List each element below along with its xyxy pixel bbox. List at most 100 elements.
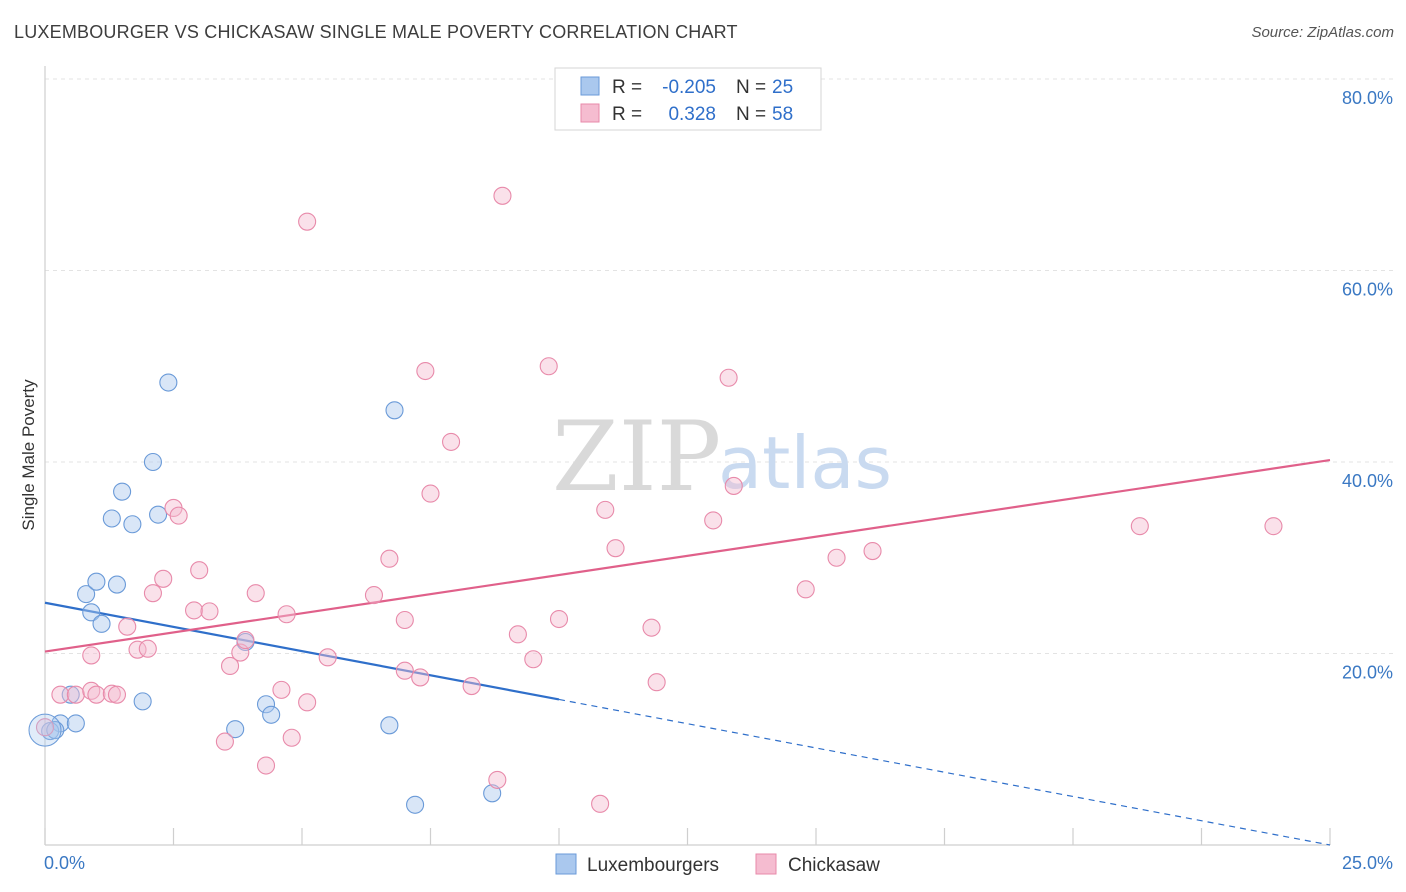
series-legend: Luxembourgers Chickasaw	[555, 853, 880, 876]
stats-n-value-luxembourgers: 25	[772, 77, 793, 98]
stats-r-value-chickasaw: 0.328	[668, 104, 716, 125]
legend-swatch-chickasaw	[755, 853, 777, 875]
point-luxembourgers	[123, 515, 142, 534]
point-luxembourgers	[149, 505, 168, 524]
stats-r-label-chickasaw: R =	[612, 104, 642, 125]
y-tick-label: 80.0%	[1342, 88, 1393, 108]
point-chickasaw	[524, 650, 543, 669]
point-chickasaw	[220, 656, 240, 675]
point-chickasaw	[138, 639, 157, 658]
point-luxembourgers	[143, 452, 162, 472]
point-chickasaw	[606, 539, 625, 558]
watermark-zip: ZIP	[552, 401, 721, 513]
point-chickasaw	[704, 511, 723, 530]
point-luxembourgers	[226, 720, 245, 739]
watermark: ZIP atlas	[552, 401, 892, 513]
source-credit: Source: ZipAtlas.com	[1251, 24, 1394, 41]
point-chickasaw	[724, 476, 743, 495]
point-luxembourgers	[102, 509, 121, 528]
trendline-luxembourgers-extension	[558, 698, 1331, 846]
point-chickasaw	[298, 212, 317, 231]
stats-n-label-luxembourgers: N =	[736, 77, 766, 98]
point-chickasaw	[143, 584, 162, 603]
point-chickasaw	[493, 186, 512, 205]
point-luxembourgers	[483, 784, 502, 803]
legend-label-luxembourgers: Luxembourgers	[587, 855, 719, 876]
point-chickasaw	[87, 685, 106, 704]
stats-r-value-luxembourgers: -0.205	[662, 77, 716, 98]
point-chickasaw	[539, 357, 558, 376]
point-luxembourgers	[77, 585, 96, 604]
point-chickasaw	[200, 602, 219, 621]
point-chickasaw	[647, 673, 666, 692]
point-chickasaw	[488, 770, 507, 789]
x-ticks	[44, 828, 1331, 845]
point-chickasaw	[411, 668, 430, 687]
point-chickasaw	[395, 661, 414, 680]
point-chickasaw	[118, 617, 137, 636]
point-luxembourgers	[159, 373, 178, 392]
legend-label-chickasaw: Chickasaw	[788, 855, 880, 876]
gridlines	[45, 78, 1393, 654]
point-chickasaw	[102, 684, 121, 703]
point-chickasaw	[796, 580, 815, 599]
point-chickasaw	[827, 548, 846, 567]
point-luxembourgers	[92, 614, 111, 633]
point-chickasaw	[66, 685, 85, 704]
point-chickasaw	[1130, 517, 1149, 536]
point-chickasaw	[82, 646, 101, 665]
stats-n-value-chickasaw: 58	[772, 104, 793, 125]
stats-swatch-luxembourgers	[580, 76, 600, 96]
point-chickasaw	[107, 685, 127, 704]
data-points	[28, 186, 1283, 814]
point-chickasaw	[272, 680, 291, 699]
point-luxembourgers-cluster	[28, 713, 62, 747]
y-tick-label: 40.0%	[1342, 471, 1393, 491]
point-chickasaw	[863, 541, 882, 561]
point-chickasaw	[719, 368, 738, 387]
point-luxembourgers	[61, 685, 80, 704]
point-chickasaw	[462, 677, 481, 696]
point-chickasaw	[190, 561, 209, 580]
y-tick-labels: 20.0% 40.0% 60.0% 80.0%	[1342, 88, 1393, 683]
point-luxembourgers	[385, 401, 404, 420]
chart-title: LUXEMBOURGER VS CHICKASAW SINGLE MALE PO…	[14, 22, 738, 42]
point-luxembourgers	[406, 795, 425, 814]
point-chickasaw	[282, 728, 301, 747]
point-chickasaw	[416, 361, 435, 381]
point-luxembourgers	[107, 575, 127, 594]
point-luxembourgers	[380, 716, 399, 735]
point-chickasaw	[364, 586, 384, 605]
trendline-chickasaw	[44, 458, 1331, 653]
point-chickasaw	[642, 618, 661, 637]
point-luxembourgers	[46, 721, 65, 740]
point-chickasaw	[236, 631, 255, 650]
point-chickasaw	[596, 500, 615, 519]
x-tick-label-min: 0.0%	[44, 853, 85, 873]
point-chickasaw	[185, 601, 204, 620]
point-chickasaw	[421, 484, 440, 503]
point-chickasaw	[591, 794, 610, 813]
point-chickasaw	[277, 605, 296, 624]
point-chickasaw	[442, 432, 461, 451]
point-luxembourgers	[262, 705, 281, 724]
point-luxembourgers	[133, 692, 152, 711]
point-chickasaw	[380, 549, 399, 568]
point-luxembourgers	[66, 714, 85, 733]
point-chickasaw	[246, 584, 265, 603]
stats-n-label-chickasaw: N =	[736, 104, 766, 125]
point-chickasaw	[256, 756, 276, 775]
stats-swatch-chickasaw	[580, 103, 600, 123]
point-luxembourgers	[82, 603, 101, 622]
point-chickasaw	[35, 718, 55, 737]
point-chickasaw	[298, 693, 317, 712]
point-chickasaw	[549, 609, 569, 629]
x-tick-label-max: 25.0%	[1342, 853, 1393, 873]
point-chickasaw	[51, 685, 70, 704]
point-luxembourgers	[256, 695, 276, 714]
y-axis-title: Single Male Poverty	[19, 379, 38, 531]
point-chickasaw	[215, 732, 234, 751]
point-luxembourgers	[113, 482, 132, 501]
trendline-luxembourgers	[44, 601, 560, 701]
